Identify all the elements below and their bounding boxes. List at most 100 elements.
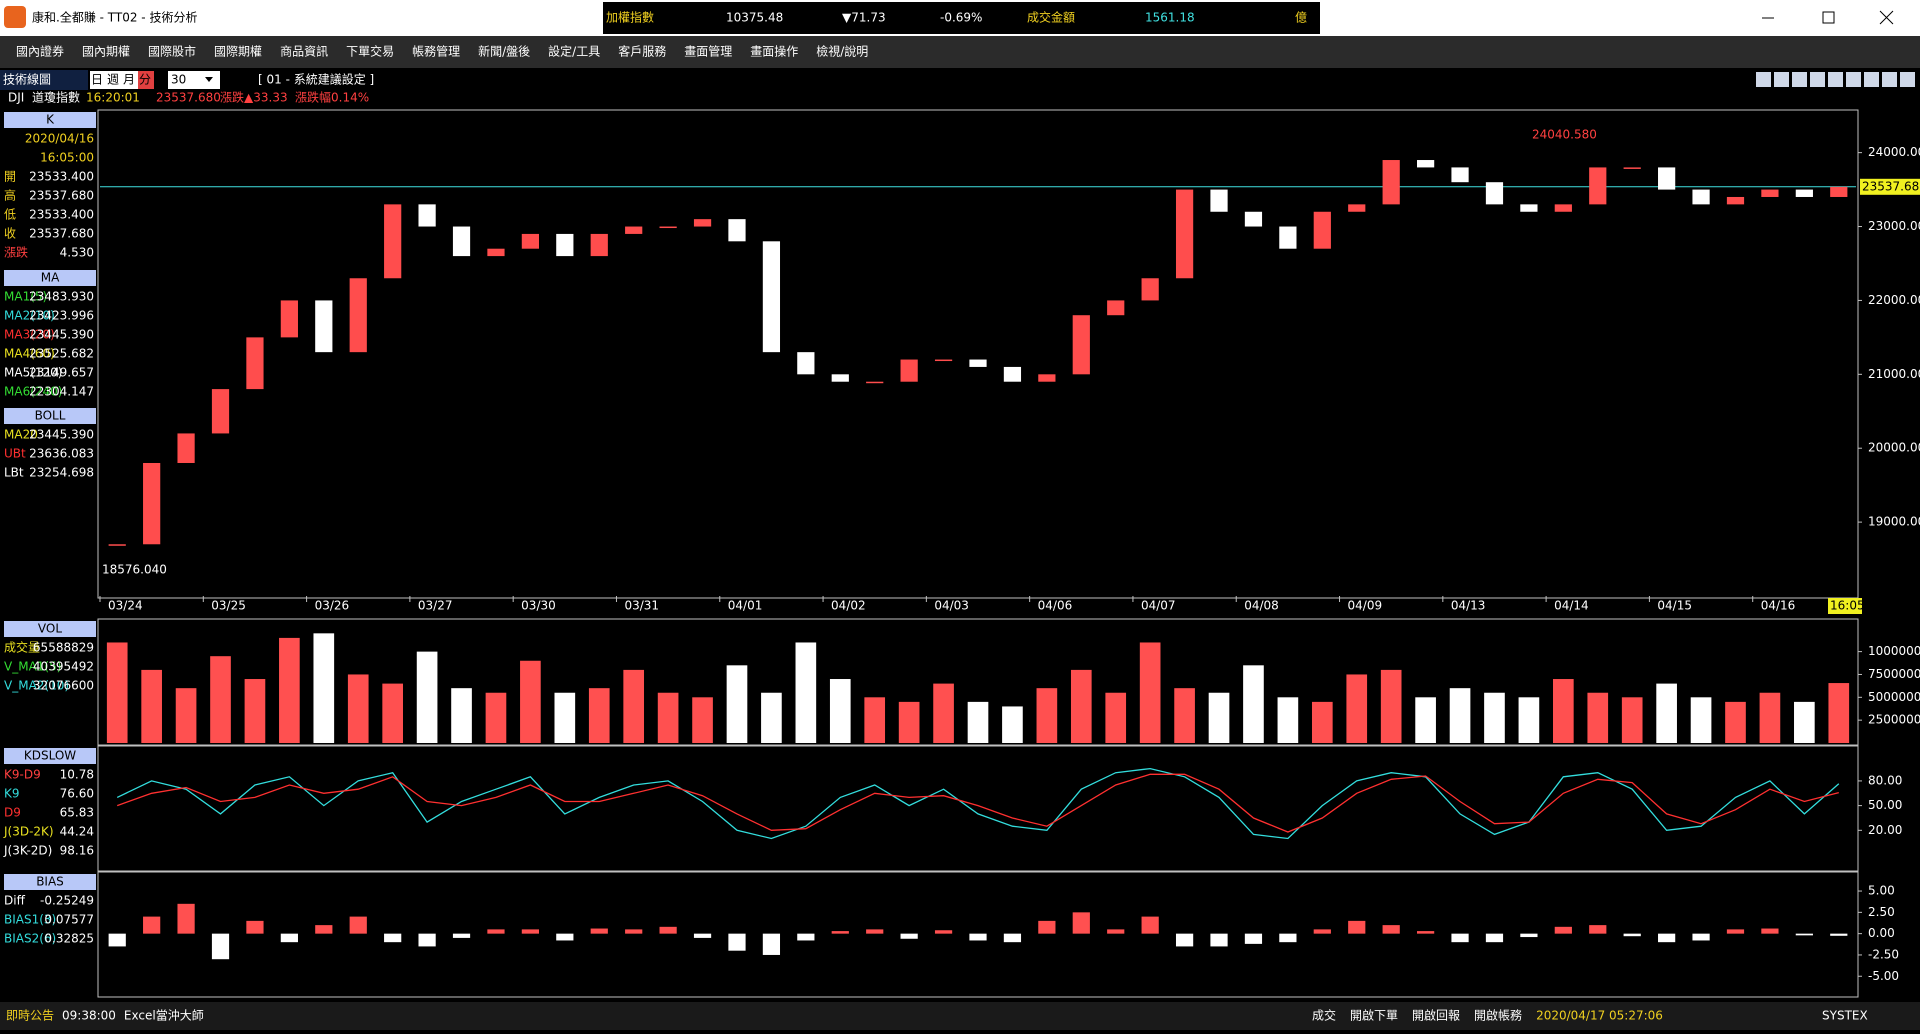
candle [349,278,367,353]
volume-bar [829,679,851,743]
bias-bar [246,920,264,934]
last-price-tag [1860,178,1920,195]
bias-bar [659,926,677,934]
dropdown-arrow [205,77,213,82]
period-button[interactable] [138,71,154,89]
volume-bar [692,697,713,743]
volume-bar [1346,674,1368,743]
tool-icon[interactable] [1756,72,1771,87]
period-button[interactable] [106,71,122,89]
y-tick-label: 22000.000 [1868,293,1920,307]
candle [1072,315,1090,375]
volume-bar [347,674,369,743]
status-right[interactable]: 開啟帳務 [1474,1008,1522,1023]
candle [1623,167,1641,169]
side-value: 23533.400 [29,208,94,222]
side-value: 32076600 [33,679,94,693]
tool-icon[interactable] [1774,72,1789,87]
candle [866,381,884,384]
side-label: 成交量 [4,640,40,655]
volume-bar [1311,701,1333,743]
period-button[interactable] [122,71,138,89]
info-change-pct: 漲跌幅0.14% [295,90,369,105]
close-button[interactable] [1879,10,1894,25]
volume-bar [520,660,541,743]
menu-item[interactable]: 國際期權 [214,45,262,59]
bias-bar [693,933,712,938]
volume-bar [1794,701,1815,743]
x-tick-label: 04/07 [1141,599,1176,613]
bias-bar [762,933,781,955]
brand: SYSTEX [1822,1009,1868,1023]
tool-icon[interactable] [1792,72,1807,87]
menu-item[interactable]: 檢視/說明 [816,44,868,59]
menu-item[interactable]: 客戶服務 [618,44,666,59]
menu-item[interactable]: 新聞/盤後 [478,44,530,59]
bias-bar [418,933,436,947]
last-time-tag [1828,598,1862,614]
volume-bar [106,642,128,743]
volume-bar [657,692,679,743]
side-value: 65.83 [60,806,94,820]
candle [1761,189,1779,197]
restore-button[interactable] [1822,11,1835,24]
side-label: K9 [4,787,20,801]
candle [728,219,746,242]
candle [1417,160,1435,168]
status-right[interactable]: 開啟下單 [1350,1008,1398,1023]
volume-bar [1725,701,1746,743]
turnover-unit: 億 [1295,11,1307,25]
x-tick-label: 03/25 [211,599,246,613]
menu-item[interactable]: 帳務管理 [412,44,460,59]
side-value: 23149.657 [29,366,94,380]
volume-bar [313,633,335,743]
volume-bar [554,692,576,743]
volume-bar [416,651,438,743]
side-value: 40395492 [33,660,94,674]
status-right[interactable]: 開啟回報 [1412,1008,1460,1023]
tool-icon[interactable] [1846,72,1861,87]
side-header-bg [4,874,96,890]
menu-item[interactable]: 設定/工具 [548,44,600,59]
volume-bar [898,701,920,743]
menu-item[interactable]: 國內期權 [82,45,130,59]
menu-item[interactable]: 畫面操作 [750,44,798,59]
period-label: 月 [123,73,135,87]
candle [1175,189,1194,279]
tool-icon[interactable] [1900,72,1915,87]
volume-bar [1621,697,1643,743]
volume-bar [933,683,954,743]
candle [1485,182,1504,205]
menu-item[interactable]: 畫面管理 [684,44,732,59]
side-header: K [46,113,55,127]
candle [556,233,574,257]
side-label: MA4(60) [4,347,55,361]
candle [969,359,987,367]
menu-item[interactable]: 商品資訊 [280,44,328,59]
status-right[interactable]: 成交 [1312,1008,1336,1023]
tool-icon[interactable] [1828,72,1843,87]
candle [934,359,953,362]
period-label: 分 [139,73,151,87]
tool-icon[interactable] [1810,72,1825,87]
side-label: 開 [4,170,16,184]
bias-bar [452,933,471,938]
y-tick-label: 100000000 [1868,644,1920,658]
interval-select[interactable] [168,71,220,89]
candle [1141,278,1159,301]
side-value: 22304.147 [29,385,94,399]
menu-item[interactable]: 國內證券 [16,44,64,59]
info-symbol-name: 道瓊指數 [32,90,80,105]
tool-icon[interactable] [1864,72,1879,87]
x-tick-label: 04/03 [934,599,969,613]
interval-value: 30 [171,73,186,87]
menu-item[interactable]: 國際股市 [148,44,196,59]
x-tick-label: 04/13 [1451,599,1486,613]
volume-bar [726,665,748,743]
period-button[interactable] [90,71,106,89]
volume-bar [1208,692,1230,743]
menu-item[interactable]: 下單交易 [346,44,394,59]
tool-icon[interactable] [1882,72,1897,87]
side-header-bg [4,748,96,764]
bias-bar [384,933,402,943]
